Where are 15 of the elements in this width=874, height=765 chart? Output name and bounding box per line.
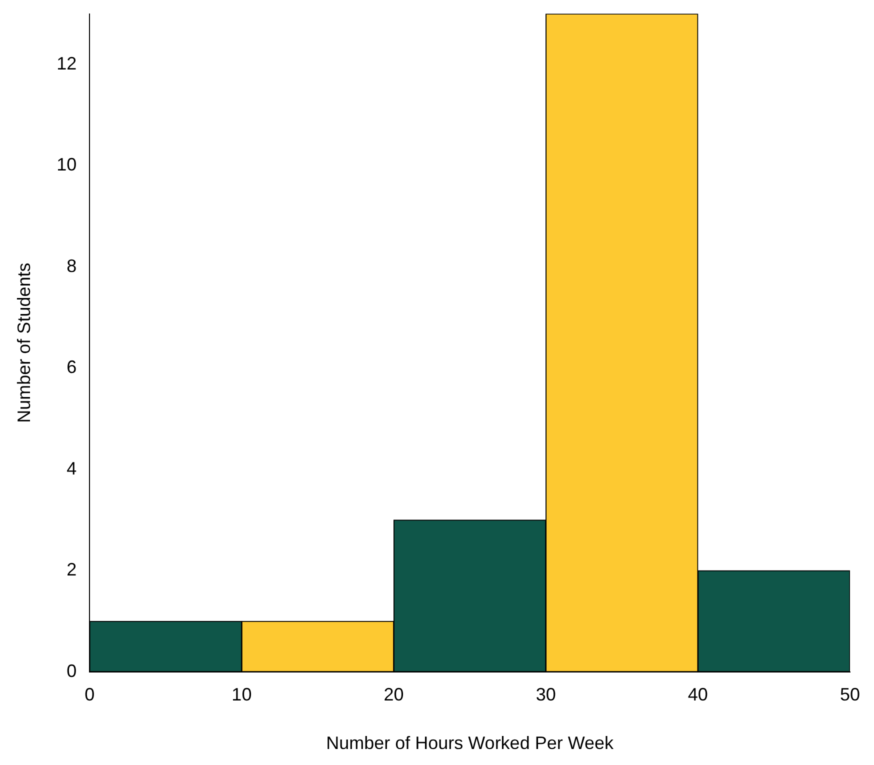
y-axis-title: Number of Students xyxy=(14,262,34,423)
y-tick-label: 8 xyxy=(66,256,77,276)
y-tick-label: 4 xyxy=(66,458,77,478)
y-tick-label: 2 xyxy=(66,560,77,580)
y-tick-label: 6 xyxy=(66,357,77,378)
x-tick-label: 10 xyxy=(232,684,252,705)
y-tick-label: 0 xyxy=(66,660,77,681)
y-tick-label: 10 xyxy=(56,154,77,175)
x-tick-label: 50 xyxy=(840,684,860,705)
x-tick-label: 40 xyxy=(688,684,708,705)
x-tick-label: 0 xyxy=(84,684,95,705)
y-tick-label: 12 xyxy=(56,53,77,74)
x-axis-title: Number of Hours Worked Per Week xyxy=(326,733,615,754)
x-tick-label: 20 xyxy=(384,684,404,705)
x-tick-label: 30 xyxy=(536,684,556,705)
